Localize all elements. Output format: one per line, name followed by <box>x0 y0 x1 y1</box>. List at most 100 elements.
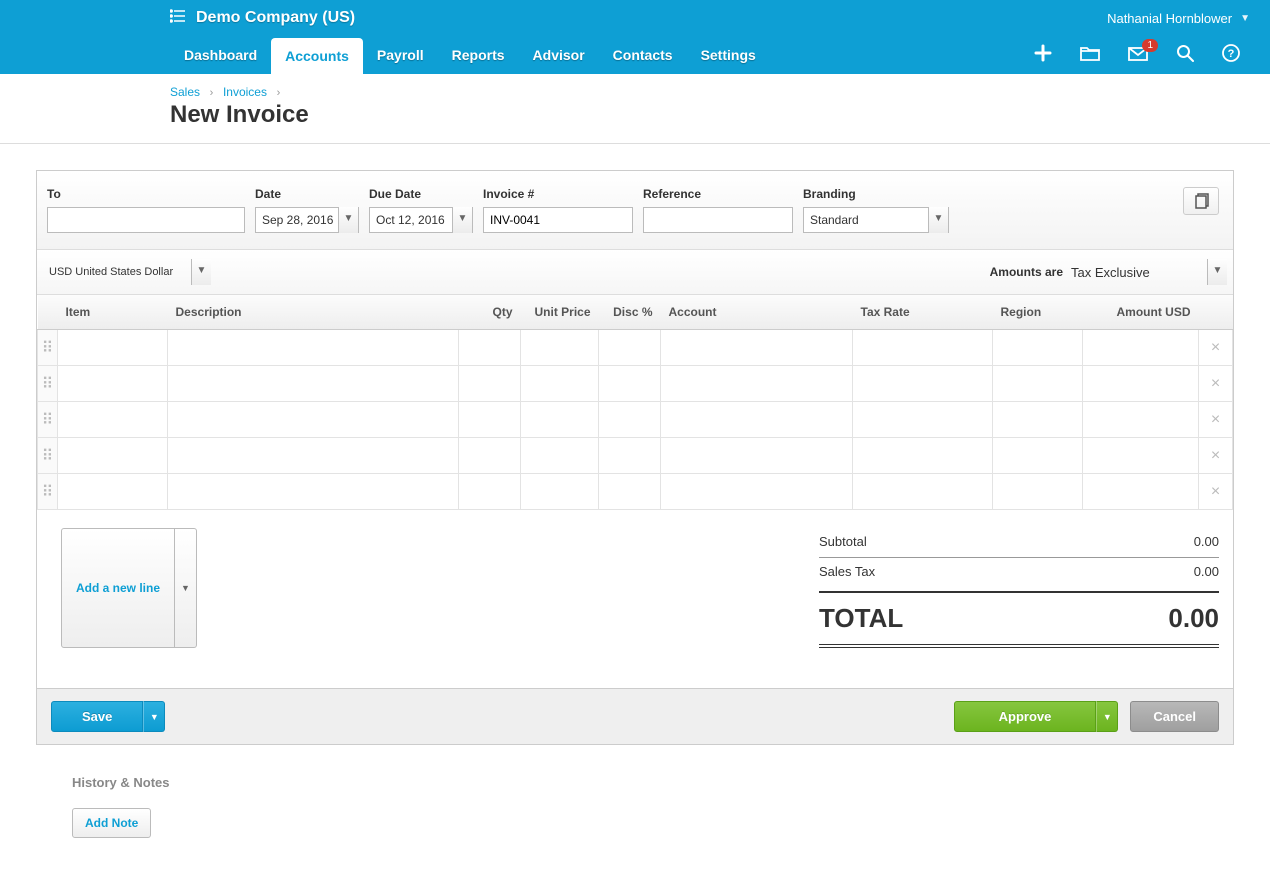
cell-disc[interactable] <box>599 402 661 438</box>
cell-item[interactable] <box>58 438 168 474</box>
delete-row-icon[interactable]: × <box>1199 366 1233 402</box>
drag-handle-icon[interactable]: ⠿ <box>38 366 58 402</box>
currency-select[interactable]: USD United States Dollar▼ <box>49 260 205 284</box>
cell-disc[interactable] <box>599 438 661 474</box>
cell-unit-price[interactable] <box>521 438 599 474</box>
plus-icon[interactable] <box>1034 44 1052 67</box>
cell-tax-rate[interactable] <box>853 402 993 438</box>
totals-section: Subtotal 0.00 Sales Tax 0.00 TOTAL 0.00 <box>819 528 1219 648</box>
cancel-button[interactable]: Cancel <box>1130 701 1219 732</box>
cell-description[interactable] <box>168 402 459 438</box>
date-input[interactable]: Sep 28, 2016▼ <box>255 207 359 233</box>
save-dropdown[interactable]: ▼ <box>143 701 165 732</box>
cell-description[interactable] <box>168 474 459 510</box>
branding-select[interactable]: Standard▼ <box>803 207 949 233</box>
tab-payroll[interactable]: Payroll <box>363 36 438 74</box>
drag-handle-icon[interactable]: ⠿ <box>38 330 58 366</box>
delete-row-icon[interactable]: × <box>1199 402 1233 438</box>
cell-tax-rate[interactable] <box>853 438 993 474</box>
cell-qty[interactable] <box>459 474 521 510</box>
cell-region[interactable] <box>993 474 1083 510</box>
drag-handle-icon[interactable]: ⠿ <box>38 438 58 474</box>
cell-disc[interactable] <box>599 474 661 510</box>
to-input[interactable] <box>47 207 245 233</box>
cell-unit-price[interactable] <box>521 366 599 402</box>
add-note-button[interactable]: Add Note <box>72 808 151 838</box>
cell-description[interactable] <box>168 366 459 402</box>
tab-settings[interactable]: Settings <box>687 36 770 74</box>
org-switch-icon[interactable] <box>170 9 186 28</box>
col-amount: Amount USD <box>1083 295 1199 330</box>
tab-dashboard[interactable]: Dashboard <box>170 36 271 74</box>
cell-description[interactable] <box>168 330 459 366</box>
user-name: Nathanial Hornblower <box>1107 11 1232 26</box>
chevron-down-icon: ▼ <box>338 207 358 233</box>
delete-row-icon[interactable]: × <box>1199 330 1233 366</box>
expand-icon[interactable] <box>1183 187 1219 215</box>
cell-amount[interactable] <box>1083 366 1199 402</box>
cell-region[interactable] <box>993 366 1083 402</box>
cell-amount[interactable] <box>1083 330 1199 366</box>
cell-item[interactable] <box>58 474 168 510</box>
tab-reports[interactable]: Reports <box>438 36 519 74</box>
mail-icon[interactable]: 1 <box>1128 45 1148 66</box>
approve-button[interactable]: Approve <box>954 701 1097 732</box>
chevron-down-icon: ▼ <box>452 207 472 233</box>
cell-amount[interactable] <box>1083 438 1199 474</box>
search-icon[interactable] <box>1176 44 1194 67</box>
chevron-down-icon: ▼ <box>928 207 948 233</box>
cell-region[interactable] <box>993 330 1083 366</box>
cell-account[interactable] <box>661 474 853 510</box>
user-menu[interactable]: Nathanial Hornblower ▼ <box>1107 11 1250 26</box>
cell-description[interactable] <box>168 438 459 474</box>
cell-tax-rate[interactable] <box>853 474 993 510</box>
add-line-dropdown[interactable]: ▼ <box>175 528 197 648</box>
tab-advisor[interactable]: Advisor <box>519 36 599 74</box>
delete-row-icon[interactable]: × <box>1199 474 1233 510</box>
cell-item[interactable] <box>58 402 168 438</box>
folder-icon[interactable] <box>1080 45 1100 66</box>
cell-account[interactable] <box>661 438 853 474</box>
cell-unit-price[interactable] <box>521 330 599 366</box>
add-line-button[interactable]: Add a new line <box>61 528 175 648</box>
reference-input[interactable] <box>643 207 793 233</box>
due-date-input[interactable]: Oct 12, 2016▼ <box>369 207 473 233</box>
cell-qty[interactable] <box>459 402 521 438</box>
delete-row-icon[interactable]: × <box>1199 438 1233 474</box>
tab-accounts[interactable]: Accounts <box>271 38 363 74</box>
help-icon[interactable]: ? <box>1222 44 1240 67</box>
cell-unit-price[interactable] <box>521 474 599 510</box>
col-account: Account <box>661 295 853 330</box>
approve-dropdown[interactable]: ▼ <box>1096 701 1118 732</box>
save-button[interactable]: Save <box>51 701 143 732</box>
invoice-card: To Date Sep 28, 2016▼ Due Date Oct 12, 2… <box>36 170 1234 745</box>
cell-region[interactable] <box>993 402 1083 438</box>
cell-region[interactable] <box>993 438 1083 474</box>
amounts-are-select[interactable]: Tax Exclusive▼ <box>1071 260 1221 284</box>
cell-qty[interactable] <box>459 330 521 366</box>
invoice-number-input[interactable] <box>483 207 633 233</box>
cell-item[interactable] <box>58 366 168 402</box>
cell-tax-rate[interactable] <box>853 366 993 402</box>
sales-tax-value: 0.00 <box>1194 564 1219 579</box>
chevron-down-icon: ▼ <box>191 259 211 285</box>
cell-account[interactable] <box>661 402 853 438</box>
cell-tax-rate[interactable] <box>853 330 993 366</box>
cell-account[interactable] <box>661 330 853 366</box>
tab-contacts[interactable]: Contacts <box>599 36 687 74</box>
cell-qty[interactable] <box>459 438 521 474</box>
drag-handle-icon[interactable]: ⠿ <box>38 402 58 438</box>
cell-unit-price[interactable] <box>521 402 599 438</box>
cell-item[interactable] <box>58 330 168 366</box>
cell-amount[interactable] <box>1083 402 1199 438</box>
cell-account[interactable] <box>661 366 853 402</box>
cell-disc[interactable] <box>599 366 661 402</box>
company-name[interactable]: Demo Company (US) <box>196 9 355 27</box>
col-description: Description <box>168 295 459 330</box>
cell-amount[interactable] <box>1083 474 1199 510</box>
breadcrumb-invoices[interactable]: Invoices <box>223 85 267 99</box>
cell-disc[interactable] <box>599 330 661 366</box>
cell-qty[interactable] <box>459 366 521 402</box>
drag-handle-icon[interactable]: ⠿ <box>38 474 58 510</box>
breadcrumb-sales[interactable]: Sales <box>170 85 200 99</box>
